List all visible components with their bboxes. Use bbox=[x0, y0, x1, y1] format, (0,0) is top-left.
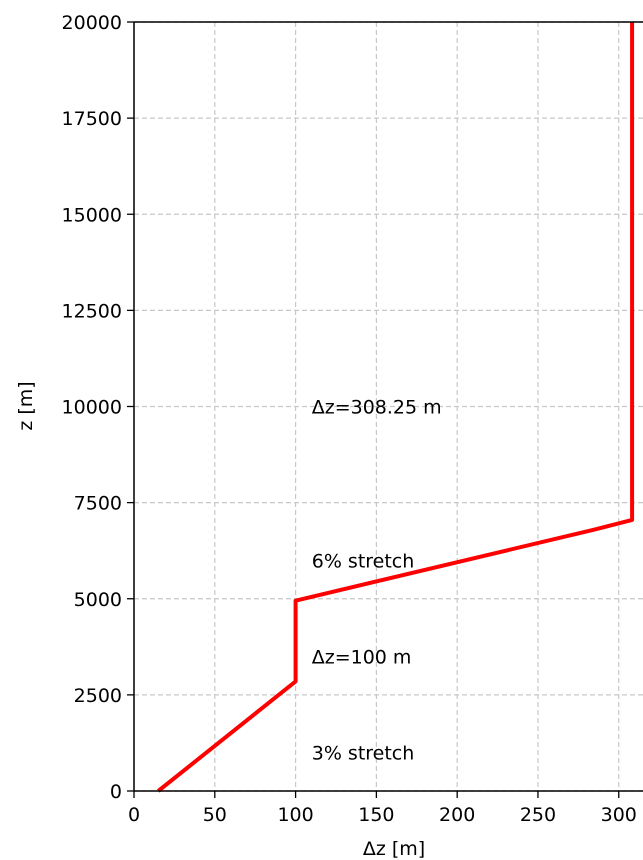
y-tick-label: 17500 bbox=[62, 108, 122, 130]
annotation-label: Δz=100 m bbox=[312, 646, 412, 668]
x-tick-label: 0 bbox=[128, 804, 140, 826]
y-tick-label: 2500 bbox=[74, 685, 122, 707]
y-tick-label: 5000 bbox=[74, 589, 122, 611]
x-tick-label: 150 bbox=[358, 804, 394, 826]
y-tick-label: 0 bbox=[110, 781, 122, 803]
y-tick-label: 12500 bbox=[62, 300, 122, 322]
x-axis-title: Δz [m] bbox=[363, 838, 425, 860]
annotations: Δz=308.25 m 6% stretch Δz=100 m 3% stretch bbox=[312, 397, 442, 765]
y-tick-label: 10000 bbox=[62, 397, 122, 419]
x-tick-label: 200 bbox=[439, 804, 475, 826]
ticks: 0 50 100 150 200 250 300 0 2500 5000 7500 10000 1250… bbox=[62, 12, 637, 826]
y-tick-label: 20000 bbox=[62, 12, 122, 34]
series-line bbox=[156, 22, 635, 793]
x-tick-label: 50 bbox=[203, 804, 227, 826]
y-tick-label: 7500 bbox=[74, 493, 122, 515]
annotation-label: 6% stretch bbox=[312, 550, 415, 572]
y-tick-label: 15000 bbox=[62, 204, 122, 226]
annotation-label: 3% stretch bbox=[312, 743, 415, 765]
x-tick-label: 250 bbox=[520, 804, 556, 826]
x-tick-label: 300 bbox=[601, 804, 637, 826]
annotation-label: Δz=308.25 m bbox=[312, 397, 442, 419]
series-group bbox=[156, 22, 635, 793]
x-tick-label: 100 bbox=[277, 804, 313, 826]
y-axis-title: z [m] bbox=[15, 381, 37, 430]
